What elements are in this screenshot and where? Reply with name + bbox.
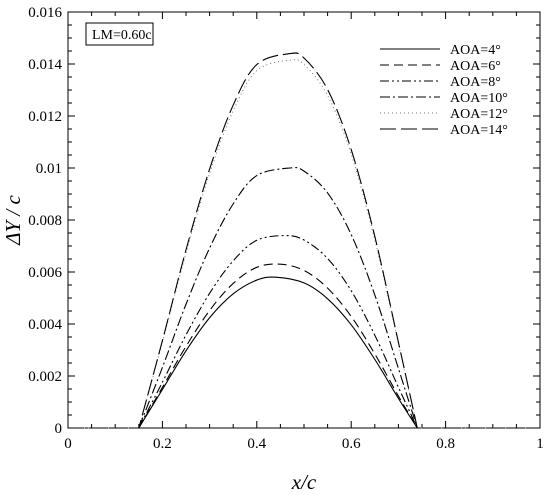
y-axis-label: ΔY / c [1, 194, 25, 245]
x-axis-label: x/c [291, 470, 317, 494]
x-tick-label: 1 [536, 436, 544, 452]
series-line-aoa-4 [68, 276, 540, 429]
y-tick-label: 0.016 [28, 5, 62, 21]
legend-entry-label: AOA=12° [450, 107, 508, 122]
y-tick-label: 0.01 [36, 161, 62, 177]
y-tick-label: 0.006 [28, 265, 62, 281]
y-tick-label: 0.004 [28, 317, 62, 333]
x-tick-label: 0.2 [153, 436, 172, 452]
x-tick-label: 0 [64, 436, 72, 452]
x-tick-label: 0.8 [436, 436, 455, 452]
legend-entry-label: AOA=6° [450, 59, 501, 74]
y-tick-label: 0.014 [28, 57, 62, 73]
legend-entry-label: AOA=14° [450, 123, 508, 138]
y-tick-label: 0 [55, 421, 63, 437]
annotation-border [85, 22, 154, 46]
legend-entry-label: AOA=4° [450, 43, 501, 58]
x-tick-label: 0.6 [342, 436, 361, 452]
annotation-box: LM=0.60c [85, 22, 154, 46]
annotation-text: LM=0.60c [92, 28, 152, 43]
series-line-aoa-10 [68, 167, 540, 429]
tick-labels: 0 0.2 0.4 0.6 0.8 1 0 0.002 0.004 0.006 0.008 0.01 0… [28, 5, 544, 452]
legend: AOA=4°AOA=6°AOA=8°AOA=10°AOA=12°AOA=14° [380, 43, 508, 138]
y-tick-label: 0.008 [28, 213, 62, 229]
tick-marks [67, 11, 541, 429]
series-lines [68, 52, 540, 429]
series-line-aoa-8 [68, 235, 540, 429]
series-line-aoa-14 [68, 52, 540, 429]
series-line-aoa-12 [68, 58, 540, 429]
y-tick-label: 0.012 [28, 109, 62, 125]
x-tick-label: 0.4 [247, 436, 266, 452]
y-tick-label: 0.002 [28, 369, 62, 385]
legend-entry-label: AOA=10° [450, 91, 508, 106]
legend-entry-label: AOA=8° [450, 75, 501, 90]
series-line-aoa-6 [68, 263, 540, 429]
